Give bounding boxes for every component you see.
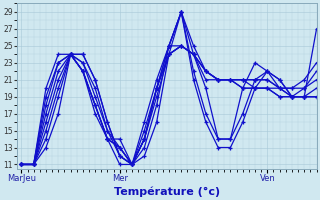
X-axis label: Température (°c): Température (°c)	[114, 186, 220, 197]
